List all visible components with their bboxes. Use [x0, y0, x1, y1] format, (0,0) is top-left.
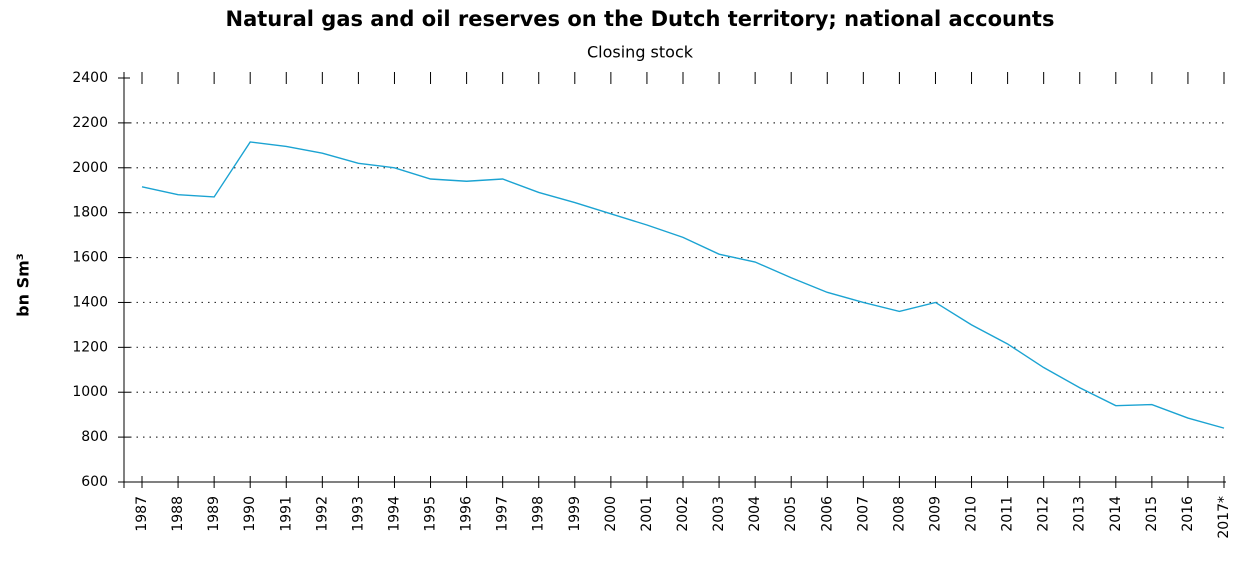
x-tick-label: 2017* — [1216, 496, 1232, 539]
x-tick-label: 2005 — [783, 496, 799, 532]
y-tick-label: 1400 — [72, 294, 108, 310]
x-tick-label: 1996 — [459, 496, 475, 532]
y-tick-label: 1600 — [72, 250, 108, 266]
x-tick-label: 1987 — [134, 496, 150, 532]
x-tick-label: 2006 — [819, 496, 835, 532]
y-tick-label: 2200 — [72, 115, 108, 131]
y-tick-label: 1800 — [72, 205, 108, 221]
x-tick-label: 1991 — [278, 496, 294, 532]
x-tick-label: 1992 — [314, 496, 330, 532]
x-tick-label: 1990 — [242, 496, 258, 532]
x-tick-label: 2002 — [675, 496, 691, 532]
x-tick-label: 2013 — [1072, 496, 1088, 532]
y-tick-label: 600 — [81, 474, 108, 490]
x-tick-label: 2015 — [1144, 496, 1160, 532]
x-tick-label: 1999 — [567, 496, 583, 532]
x-tick-label: 2016 — [1180, 496, 1196, 532]
y-tick-label: 800 — [81, 429, 108, 445]
data-line — [141, 141, 1225, 429]
x-tick-label: 1995 — [423, 496, 439, 532]
x-tick-label: 1989 — [206, 496, 222, 532]
x-tick-label: 1988 — [170, 496, 186, 532]
x-tick-label: 2009 — [927, 496, 943, 532]
x-tick-label: 1997 — [495, 496, 511, 532]
x-tick-label: 2010 — [964, 496, 980, 532]
x-tick-label: 2003 — [711, 496, 727, 532]
y-tick-label: 2000 — [72, 160, 108, 176]
chart-subtitle: Closing stock — [587, 43, 694, 62]
chart-title: Natural gas and oil reserves on the Dutc… — [226, 7, 1055, 31]
x-tick-label: 1993 — [350, 496, 366, 532]
y-axis-label: bn Sm³ — [14, 253, 33, 317]
x-tick-label: 2008 — [891, 496, 907, 532]
x-tick-label: 2007 — [855, 496, 871, 532]
x-tick-label: 2012 — [1036, 496, 1052, 532]
x-tick-label: 2001 — [639, 496, 655, 532]
y-tick-label: 1000 — [72, 384, 108, 400]
x-tick-label: 1998 — [531, 496, 547, 532]
x-tick-label: 2011 — [1000, 496, 1016, 532]
x-tick-label: 2004 — [747, 496, 763, 532]
x-tick-label: 2014 — [1108, 496, 1124, 532]
y-tick-label: 2400 — [72, 70, 108, 86]
y-tick-label: 1200 — [72, 339, 108, 355]
x-tick-label: 2000 — [603, 496, 619, 532]
x-tick-label: 1994 — [386, 496, 402, 532]
